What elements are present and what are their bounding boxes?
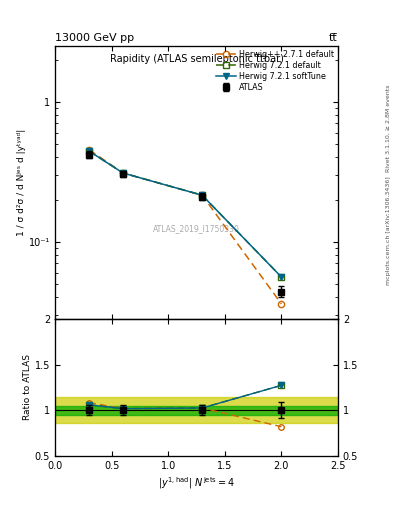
Herwig 7.2.1 softTune [279,274,284,280]
Herwig 7.2.1 default [86,148,91,154]
Herwig 7.2.1 default [121,170,125,176]
Bar [55,397,338,423]
Herwig 7.2.1 default [279,274,284,280]
Legend: Herwig++ 2.7.1 default, Herwig 7.2.1 default, Herwig 7.2.1 softTune, ATLAS: Herwig++ 2.7.1 default, Herwig 7.2.1 def… [214,49,336,94]
Text: Rivet 3.1.10, ≥ 2.8M events: Rivet 3.1.10, ≥ 2.8M events [386,84,391,172]
Text: tt̅: tt̅ [329,33,338,42]
Y-axis label: Ratio to ATLAS: Ratio to ATLAS [23,354,32,420]
Herwig++ 2.7.1 default [200,192,204,198]
Herwig 7.2.1 default [200,192,204,198]
Herwig++ 2.7.1 default [121,170,125,176]
Herwig++ 2.7.1 default [279,301,284,307]
Herwig 7.2.1 softTune [200,192,204,198]
Line: Herwig 7.2.1 softTune: Herwig 7.2.1 softTune [86,148,285,280]
Herwig++ 2.7.1 default [86,146,91,153]
Herwig 7.2.1 softTune [121,170,125,176]
X-axis label: $|y^{1,\mathrm{had}}|\ N^{\mathrm{jets}}=4$: $|y^{1,\mathrm{had}}|\ N^{\mathrm{jets}}… [158,475,235,490]
Herwig 7.2.1 softTune [86,148,91,154]
Line: Herwig++ 2.7.1 default: Herwig++ 2.7.1 default [86,146,285,307]
Y-axis label: 1 / σ d²σ / d Nʲᵉˢ d |yᵗʸᵃᵈ|: 1 / σ d²σ / d Nʲᵉˢ d |yᵗʸᵃᵈ| [17,129,26,236]
Text: Rapidity (ATLAS semileptonic t̅tbar): Rapidity (ATLAS semileptonic t̅tbar) [110,54,283,65]
Line: Herwig 7.2.1 default: Herwig 7.2.1 default [86,148,285,280]
Text: mcplots.cern.ch [arXiv:1306.3436]: mcplots.cern.ch [arXiv:1306.3436] [386,176,391,285]
Text: ATLAS_2019_I1750330: ATLAS_2019_I1750330 [153,225,240,233]
Bar [55,406,338,415]
Text: 13000 GeV pp: 13000 GeV pp [55,33,134,42]
